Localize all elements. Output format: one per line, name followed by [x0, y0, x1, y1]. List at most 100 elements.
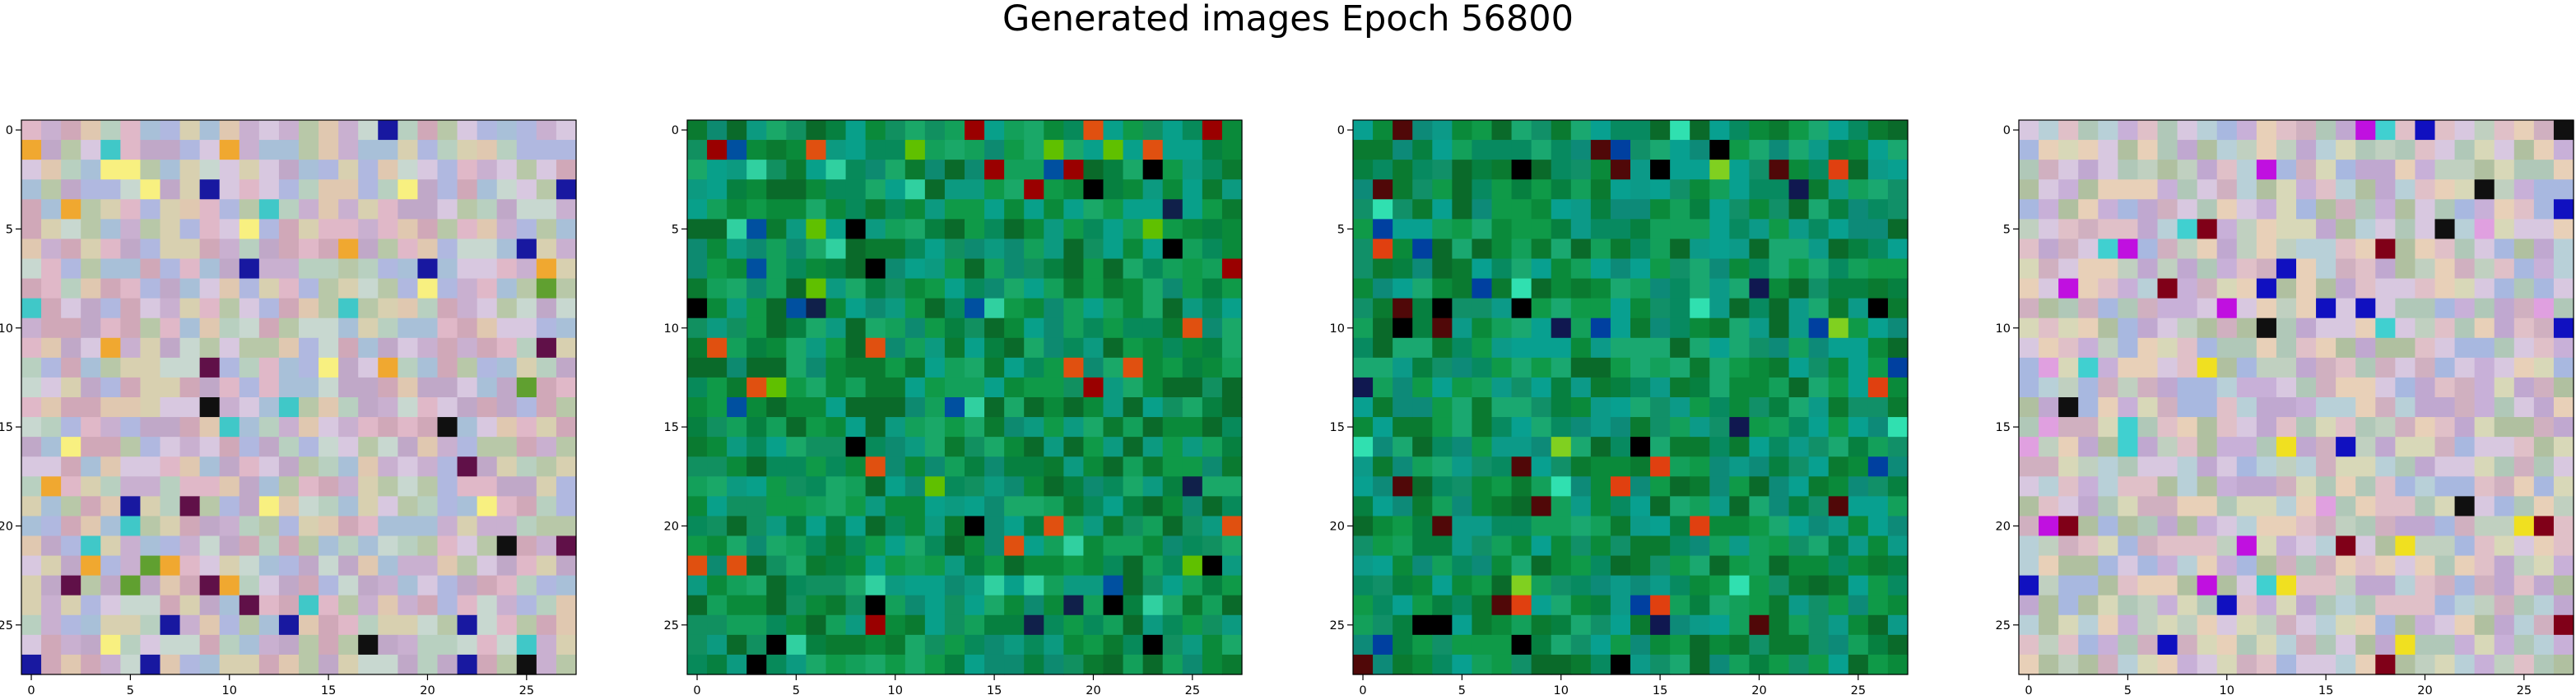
pixel-cell	[1004, 417, 1025, 438]
pixel-cell	[536, 535, 557, 557]
pixel-cell	[1887, 634, 1909, 656]
pixel-cell	[556, 575, 577, 596]
pixel-cell	[904, 179, 926, 200]
pixel-cell	[199, 199, 221, 220]
pixel-cell	[2454, 357, 2476, 378]
pixel-cell	[2296, 476, 2317, 497]
pixel-cell	[1202, 575, 1223, 596]
pixel-cell	[120, 298, 142, 319]
pixel-cell	[2533, 140, 2555, 160]
pixel-cell	[1393, 417, 1413, 438]
x-tick-label: 15	[2318, 684, 2333, 695]
pixel-cell	[2513, 595, 2535, 616]
y-tick-label: 10	[1996, 322, 2011, 336]
pixel-cell	[1729, 357, 1751, 378]
pixel-cell	[1749, 239, 1770, 260]
pixel-cell	[140, 535, 161, 557]
pixel-cell	[1867, 654, 1889, 675]
y-tick-label: 20	[664, 520, 679, 533]
pixel-cell	[1630, 377, 1651, 398]
pixel-cell	[1182, 239, 1203, 260]
pixel-cell	[2039, 179, 2059, 200]
pixel-cell	[707, 575, 728, 596]
pixel-cell	[944, 634, 965, 656]
pixel-cell	[1769, 595, 1790, 616]
pixel-cell	[865, 516, 886, 537]
pixel-cell	[2236, 634, 2257, 656]
pixel-cell	[2078, 337, 2099, 359]
pixel-cell	[1610, 516, 1631, 537]
pixel-cell	[2316, 298, 2337, 319]
pixel-cell	[437, 555, 458, 577]
pixel-cell	[1452, 199, 1473, 220]
pixel-cell	[1630, 199, 1651, 220]
pixel-cell	[924, 160, 946, 180]
pixel-cell	[1472, 179, 1493, 200]
pixel-cell	[1769, 456, 1790, 477]
pixel-cell	[2336, 337, 2356, 359]
pixel-cell	[2039, 535, 2059, 557]
pixel-cell	[2533, 496, 2555, 517]
pixel-cell	[885, 555, 906, 577]
pixel-cell	[120, 337, 142, 359]
pixel-cell	[707, 278, 728, 299]
pixel-cell	[2316, 437, 2337, 457]
pixel-cell	[1887, 535, 1909, 557]
pixel-cell	[2216, 535, 2238, 557]
pixel-cell	[2553, 437, 2574, 457]
pixel-cell	[1769, 337, 1790, 359]
pixel-cell	[2316, 654, 2337, 675]
pixel-cell	[1511, 595, 1532, 616]
pixel-cell	[358, 179, 379, 200]
pixel-cell	[160, 160, 181, 180]
pixel-cell	[1690, 476, 1710, 497]
pixel-cell	[2336, 120, 2356, 141]
pixel-cell	[1630, 160, 1651, 180]
pixel-cell	[21, 357, 42, 378]
pixel-cell	[2474, 120, 2495, 141]
pixel-cell	[825, 654, 847, 675]
pixel-cell	[1650, 278, 1671, 299]
pixel-cell	[2157, 417, 2178, 438]
pixel-cell	[984, 437, 1005, 457]
pixel-cell	[2533, 120, 2555, 141]
pixel-cell	[944, 377, 965, 398]
pixel-cell	[61, 377, 81, 398]
pixel-cell	[2533, 258, 2555, 280]
pixel-cell	[2355, 456, 2376, 477]
pixel-cell	[179, 258, 201, 280]
pixel-cell	[2216, 239, 2238, 260]
pixel-cell	[299, 199, 319, 220]
pixel-cell	[2118, 140, 2139, 160]
pixel-cell	[2256, 258, 2277, 280]
pixel-cell	[100, 516, 121, 537]
pixel-cell	[1393, 555, 1413, 577]
pixel-cell	[41, 496, 62, 517]
pixel-cell	[2137, 258, 2159, 280]
pixel-cell	[2236, 654, 2257, 675]
pixel-cell	[1531, 298, 1552, 319]
pixel-cell	[457, 357, 478, 378]
pixel-cell	[179, 140, 201, 160]
x-tick-label: 0	[2025, 684, 2032, 695]
pixel-cell	[786, 258, 807, 280]
pixel-cell	[1491, 397, 1513, 418]
pixel-cell	[160, 199, 181, 220]
pixel-cell	[100, 337, 121, 359]
pixel-cell	[2434, 654, 2456, 675]
pixel-cell	[1142, 516, 1164, 537]
pixel-cell	[1044, 535, 1064, 557]
pixel-cell	[2058, 199, 2079, 220]
pixel-cell	[2434, 634, 2456, 656]
pixel-cell	[199, 634, 221, 656]
pixel-cell	[417, 516, 439, 537]
pixel-cell	[1472, 120, 1493, 141]
pixel-cell	[239, 595, 260, 616]
pixel-cell	[1004, 377, 1025, 398]
pixel-cell	[1182, 337, 1203, 359]
pixel-cell	[1063, 357, 1085, 378]
pixel-cell	[278, 357, 300, 378]
pixel-cell	[1769, 437, 1790, 457]
x-tick-label: 25	[2517, 684, 2532, 695]
